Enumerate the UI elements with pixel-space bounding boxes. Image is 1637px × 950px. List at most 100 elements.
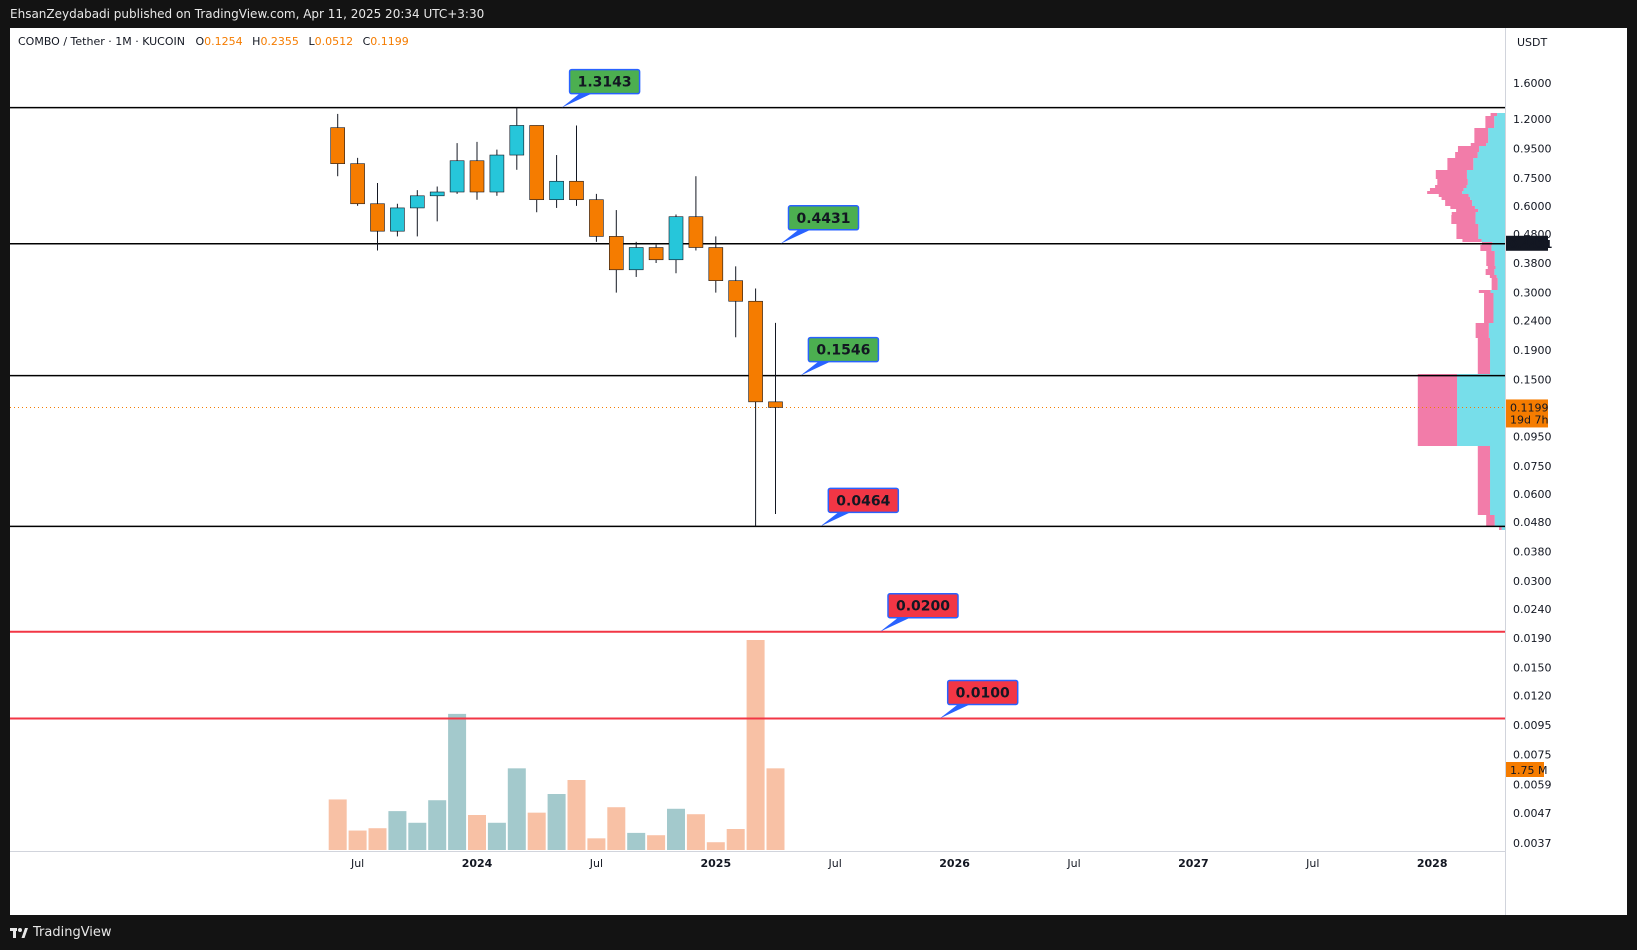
price-callout-box[interactable] (827, 487, 900, 514)
candle-body[interactable] (608, 236, 624, 271)
volume-profile-up-bar (1457, 407, 1505, 410)
volume-profile-up-bar (1490, 473, 1505, 476)
volume-profile-down-bar (1486, 251, 1495, 254)
price-callout-box[interactable] (807, 336, 880, 363)
volume-profile-up-bar (1490, 452, 1505, 455)
volume-profile-down-bar (1484, 317, 1494, 320)
y-tick-label: 0.0240 (1513, 603, 1552, 616)
price-callout-box[interactable] (946, 679, 1019, 706)
volume-profile-down-bar (1417, 434, 1458, 437)
candle-body[interactable] (509, 125, 525, 156)
volume-profile-up-bar (1495, 266, 1505, 269)
candle-body[interactable] (469, 160, 485, 193)
volume-profile-up-bar (1463, 188, 1505, 191)
volume-profile-down-bar (1447, 158, 1474, 161)
volume-profile-down-bar (1485, 119, 1495, 122)
volume-profile-down-bar (1441, 197, 1471, 200)
candle-body[interactable] (409, 195, 425, 209)
callout-pointer (820, 512, 851, 527)
volume-profile-up-bar (1468, 194, 1505, 197)
volume-profile-down-bar (1486, 257, 1495, 260)
volume-profile-down-bar (1477, 350, 1491, 353)
candle-body[interactable] (708, 247, 724, 281)
volume-profile-up-bar (1490, 491, 1505, 494)
volume-profile-up-bar (1474, 206, 1505, 209)
volume-profile-down-bar (1417, 386, 1458, 389)
volume-profile-up-bar (1466, 176, 1505, 179)
volume-profile-up-bar (1490, 362, 1505, 365)
volume-profile-down-bar (1487, 266, 1496, 269)
candle-body[interactable] (429, 191, 445, 197)
x-tick-label: Jul (589, 857, 603, 870)
price-callout-label: 0.0200 (896, 599, 950, 615)
volume-profile-up-bar (1478, 209, 1505, 212)
volume-profile-down-bar (1477, 341, 1491, 344)
volume-profile-up-bar (1488, 332, 1505, 335)
volume-profile-up-bar (1494, 269, 1505, 272)
candle-body[interactable] (390, 207, 405, 232)
candle-body[interactable] (688, 216, 704, 248)
candle-body[interactable] (668, 216, 684, 261)
volume-profile-down-bar (1417, 404, 1458, 407)
volume-profile-up-bar (1473, 158, 1505, 161)
volume-profile-down-bar (1437, 179, 1468, 182)
legend-open-label: O (195, 35, 205, 48)
volume-bar (328, 799, 347, 850)
volume-profile-down-bar (1429, 188, 1464, 191)
volume-bar (448, 713, 467, 850)
volume-profile-down-bar (1451, 221, 1476, 224)
volume-profile-down-bar (1417, 377, 1458, 380)
volume-profile-up-bar (1491, 245, 1505, 248)
volume-profile-down-bar (1477, 458, 1491, 461)
candle-body[interactable] (370, 203, 385, 232)
volume-profile-up-bar (1494, 116, 1505, 119)
candle-body[interactable] (489, 154, 505, 193)
volume-profile-down-bar (1499, 527, 1502, 530)
volume-profile-up-bar (1493, 317, 1505, 320)
candle-body[interactable] (569, 180, 584, 201)
candle-body[interactable] (330, 127, 346, 164)
candle-body[interactable] (529, 125, 545, 201)
volume-profile-down-bar (1486, 521, 1495, 524)
legend-open: 0.1254 (204, 35, 243, 48)
volume-profile-down-bar (1477, 362, 1491, 365)
volume-profile-down-bar (1447, 161, 1474, 164)
volume-profile-down-bar (1484, 311, 1494, 314)
volume-profile-up-bar (1466, 173, 1505, 176)
y-tick-label: 0.0190 (1513, 632, 1552, 645)
candle-body[interactable] (589, 199, 604, 237)
candle-body[interactable] (728, 280, 744, 302)
volume-profile-up-bar (1488, 134, 1505, 137)
legend-low-label: L (308, 35, 315, 48)
price-callout-box[interactable] (568, 68, 641, 95)
candle-body[interactable] (648, 247, 664, 261)
price-callout-box[interactable] (787, 205, 860, 231)
volume-profile-down-bar (1477, 461, 1491, 464)
volume-profile-up-bar (1493, 305, 1505, 308)
volume-profile-down-bar (1475, 335, 1489, 338)
candle-body[interactable] (350, 163, 365, 205)
volume-profile-up-bar (1490, 503, 1505, 506)
y-tick-label: 0.0950 (1513, 431, 1552, 444)
volume-profile-down-bar (1417, 401, 1458, 404)
volume-profile-down-bar (1417, 437, 1458, 440)
volume-bar (607, 807, 626, 850)
candle-body[interactable] (449, 160, 465, 193)
tradingview-logo[interactable]: TradingView (10, 925, 112, 940)
volume-profile-up-bar (1478, 224, 1505, 227)
candle-body[interactable] (628, 247, 644, 271)
y-tick-label: 0.3000 (1513, 287, 1552, 300)
price-chart[interactable]: 1.3143 0.4431 0.1546 0.0464 0.0200 0.0100 USDT… (10, 28, 1627, 915)
volume-profile-down-bar (1477, 356, 1491, 359)
price-callout-box[interactable] (887, 592, 959, 619)
volume-bar (348, 830, 367, 850)
last-price-label: 0.1199 (1510, 401, 1549, 414)
candle-body[interactable] (748, 300, 763, 403)
candle-body[interactable] (768, 401, 783, 408)
highlighted-price-label: 0.4431 (1510, 238, 1552, 251)
volume-profile-down-bar (1489, 275, 1497, 278)
price-callout-label: 0.0100 (956, 686, 1010, 702)
volume-profile-up-bar (1494, 263, 1505, 266)
candle-body[interactable] (549, 180, 564, 201)
volume-bar (746, 640, 765, 850)
